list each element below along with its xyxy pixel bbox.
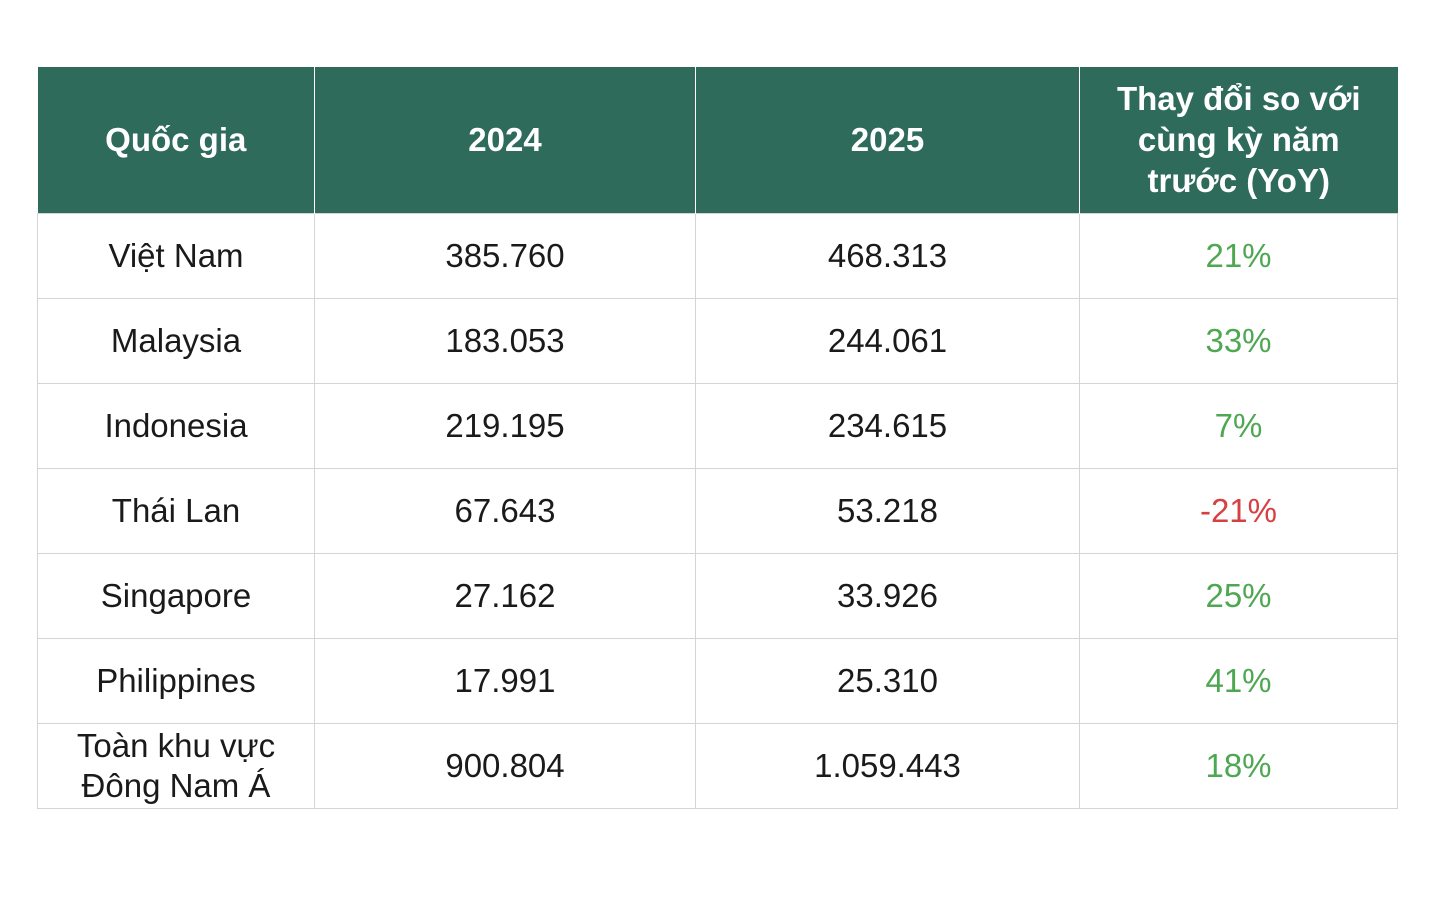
cell-2025: 244.061 <box>695 297 1080 384</box>
header-2024: 2024 <box>314 67 696 213</box>
header-yoy: Thay đổi so với cùng kỳ năm trước (YoY) <box>1079 67 1398 213</box>
cell-yoy: 33% <box>1079 297 1398 384</box>
cell-yoy: 21% <box>1079 212 1398 299</box>
cell-2024: 67.643 <box>314 467 696 554</box>
table-row: Philippines 17.991 25.310 41% <box>37 637 1398 724</box>
cell-2024: 219.195 <box>314 382 696 469</box>
cell-country: Malaysia <box>37 297 315 384</box>
cell-yoy: 25% <box>1079 552 1398 639</box>
cell-country: Toàn khu vực Đông Nam Á <box>37 722 315 809</box>
table-row: Thái Lan 67.643 53.218 -21% <box>37 467 1398 554</box>
table-header: Quốc gia 2024 2025 Thay đổi so với cùng … <box>37 67 1398 213</box>
cell-country: Philippines <box>37 637 315 724</box>
cell-yoy: 41% <box>1079 637 1398 724</box>
table-row: Singapore 27.162 33.926 25% <box>37 552 1398 639</box>
cell-country: Indonesia <box>37 382 315 469</box>
cell-country: Việt Nam <box>37 212 315 299</box>
cell-2024: 17.991 <box>314 637 696 724</box>
cell-country: Thái Lan <box>37 467 315 554</box>
cell-yoy: 18% <box>1079 722 1398 809</box>
table-body: Việt Nam 385.760 468.313 21% Malaysia 18… <box>37 212 1398 809</box>
cell-yoy: -21% <box>1079 467 1398 554</box>
table-row: Việt Nam 385.760 468.313 21% <box>37 212 1398 299</box>
cell-2024: 183.053 <box>314 297 696 384</box>
cell-2024: 900.804 <box>314 722 696 809</box>
cell-2024: 27.162 <box>314 552 696 639</box>
table-row: Malaysia 183.053 244.061 33% <box>37 297 1398 384</box>
cell-yoy: 7% <box>1079 382 1398 469</box>
cell-2025: 1.059.443 <box>695 722 1080 809</box>
cell-country: Singapore <box>37 552 315 639</box>
cell-2025: 234.615 <box>695 382 1080 469</box>
table-row: Indonesia 219.195 234.615 7% <box>37 382 1398 469</box>
cell-2025: 33.926 <box>695 552 1080 639</box>
data-table-container: Quốc gia 2024 2025 Thay đổi so với cùng … <box>37 67 1398 809</box>
header-2025: 2025 <box>695 67 1080 213</box>
cell-2024: 385.760 <box>314 212 696 299</box>
header-country: Quốc gia <box>37 67 315 213</box>
cell-2025: 25.310 <box>695 637 1080 724</box>
header-row: Quốc gia 2024 2025 Thay đổi so với cùng … <box>37 67 1398 213</box>
country-comparison-table: Quốc gia 2024 2025 Thay đổi so với cùng … <box>37 67 1398 809</box>
cell-2025: 468.313 <box>695 212 1080 299</box>
cell-2025: 53.218 <box>695 467 1080 554</box>
table-row-total: Toàn khu vực Đông Nam Á 900.804 1.059.44… <box>37 722 1398 809</box>
